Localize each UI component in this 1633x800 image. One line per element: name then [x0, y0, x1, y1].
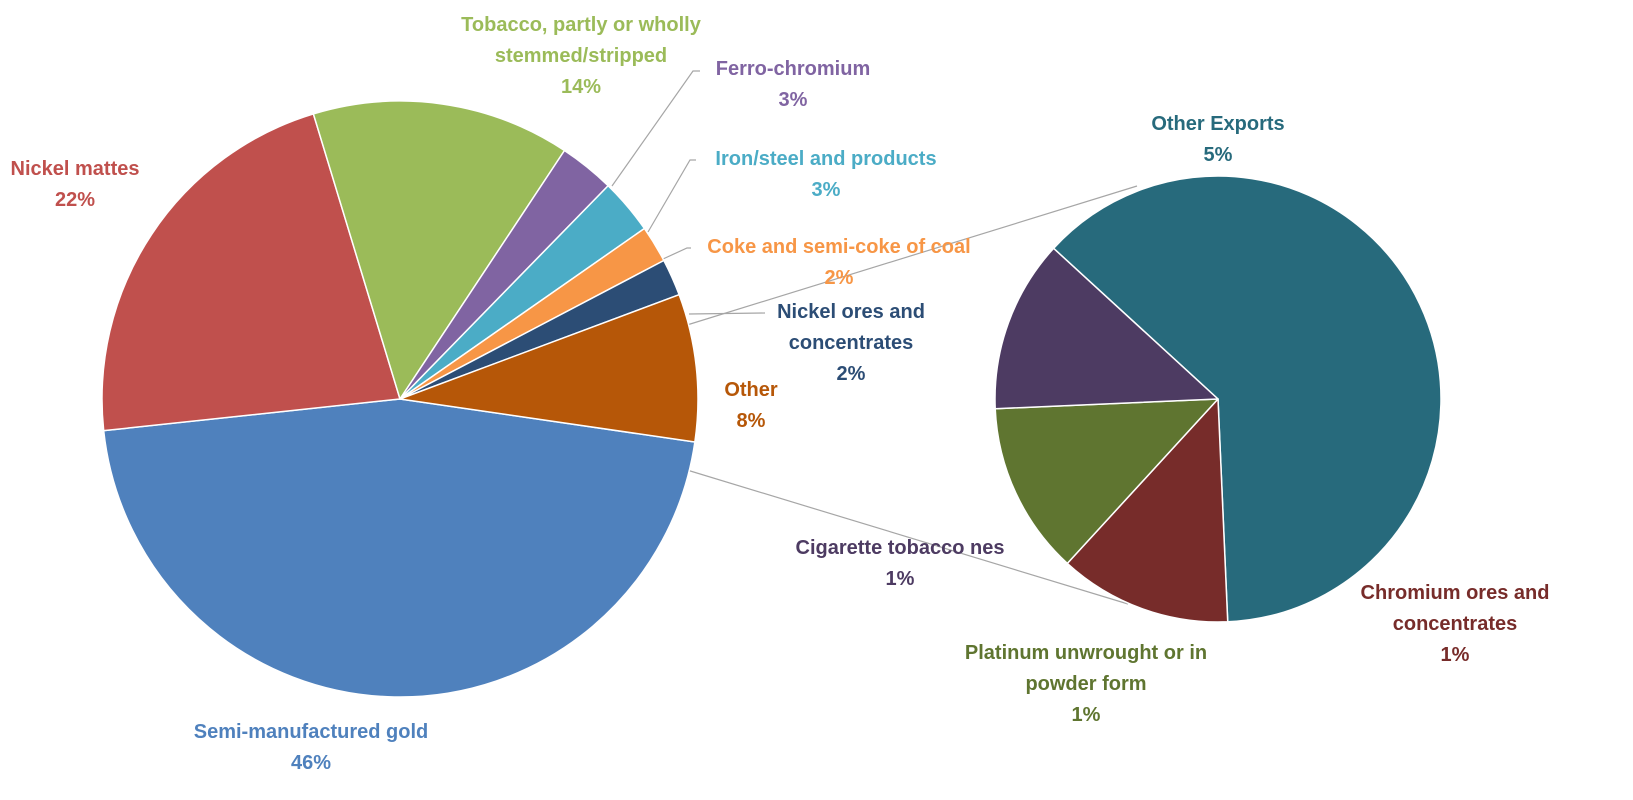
label-tobacco-partly-or-wholly-stemmed-stripped: Tobacco, partly or wholly stemmed/strippe…	[461, 14, 702, 98]
label-nickel-ores-and-concentrates: Nickel ores and concentrates 2%	[777, 301, 925, 385]
label-nickel-mattes: Nickel mattes 22%	[11, 158, 140, 211]
pie-slices	[101, 100, 1442, 698]
label-coke-and-semi-coke-of-coal: Coke and semi-coke of coal 2%	[707, 236, 970, 289]
slice-tobacco-partly-or-wholly-stemmed-stripped	[312, 100, 566, 400]
label-platinum-unwrought-or-in-powder-form: Platinum unwrought or in powder form 1%	[965, 642, 1207, 726]
slice-cigarette-tobacco-nes	[994, 247, 1219, 410]
leader-line-iron-steel-and-products	[647, 159, 696, 233]
slice-other	[399, 293, 699, 443]
leader-lines	[611, 70, 766, 315]
slice-nickel-mattes	[101, 113, 401, 432]
slice-semi-manufactured-gold	[102, 398, 696, 698]
connector-lines	[686, 185, 1138, 605]
label-other-exports: Other Exports 5%	[1151, 113, 1284, 166]
leader-line-ferro-chromium	[611, 70, 700, 187]
label-other: Other 8%	[724, 379, 778, 432]
leader-line-nickel-ores-and-concentrates	[688, 312, 766, 315]
label-ferro-chromium: Ferro-chromium 3%	[716, 58, 870, 111]
connector-line-bottom	[686, 469, 1129, 605]
label-cigarette-tobacco-nes: Cigarette tobacco nes 1%	[796, 537, 1005, 590]
slice-other-exports	[1052, 175, 1442, 623]
slice-platinum-unwrought-or-in-powder-form	[994, 398, 1219, 565]
connector-line-top	[686, 185, 1138, 326]
label-chromium-ores-and-concentrates: Chromium ores and concentrates 1%	[1361, 582, 1550, 666]
leader-line-coke-and-semi-coke-of-coal	[662, 247, 691, 260]
label-semi-manufactured-gold: Semi-manufactured gold 46%	[194, 721, 428, 774]
label-iron-steel-and-products: Iron/steel and products 3%	[715, 148, 936, 201]
slice-chromium-ores-and-concentrates	[1066, 398, 1229, 623]
data-labels: Semi-manufactured gold 46% Nickel mattes 22…	[11, 14, 1550, 774]
